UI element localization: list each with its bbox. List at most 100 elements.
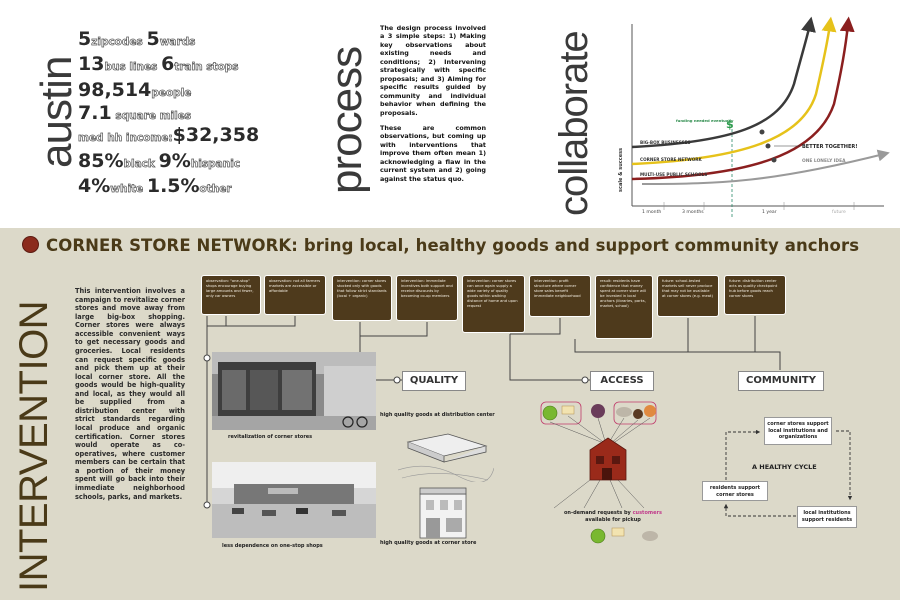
access-caption: on-demand requests by customers availabl… (564, 510, 662, 523)
junction-dot (759, 129, 765, 135)
observation-box-8: future: school-tested markets sell never… (657, 275, 719, 317)
observation-box-1: observation: "one-stop" shops encourage … (201, 275, 261, 315)
stat-label: black (123, 158, 159, 170)
stat-line: med hh income:$32,358 (78, 124, 260, 146)
stat-line: 13bus lines 6train stops (78, 55, 239, 74)
cheese-icon (611, 527, 625, 537)
process-paragraph-2: These are common observations, but comin… (380, 123, 486, 183)
community-pillar: COMMUNITY (738, 371, 824, 391)
stat-label: people (151, 87, 192, 99)
stat-label: med hh income: (78, 132, 173, 144)
connector-obs1 (207, 316, 227, 327)
quality-caption-distribution: high quality goods at distribution cente… (380, 412, 495, 418)
access-diagram (540, 401, 657, 509)
x-tick-label: 1 year (762, 209, 777, 215)
apple-icon (590, 528, 606, 544)
label-big-box: BIG-BOX BUSINESSES (640, 140, 690, 145)
y-axis-label: scale & success (618, 148, 624, 192)
x-tick-label: future (832, 209, 846, 215)
process-paragraph-1: The design process involved a 3 simple s… (380, 24, 486, 117)
node-dot (393, 376, 401, 384)
stat-label: square miles (111, 110, 192, 122)
access-pillar: ACCESS (590, 371, 654, 391)
grapes-icon (591, 404, 605, 418)
photo-caption-revitalization: revitalization of corner stores (228, 434, 313, 440)
node-dot (581, 376, 589, 384)
stat-value: 1.5% (146, 175, 200, 197)
observation-box-7: result: residents have confidence that m… (595, 275, 653, 339)
stat-value: 85% (78, 150, 124, 172)
stat-value: 9% (158, 150, 191, 172)
corner-store-house-icon (589, 437, 627, 481)
cycle-box-top: corner stores support local institutions… (764, 417, 832, 445)
process-description: The design process involved a 3 simple s… (380, 24, 486, 190)
observation-box-9: future: distribution center acts as qual… (724, 275, 786, 315)
goods-frame-right (613, 401, 657, 425)
observation-box-4: intervention: immediate incentives both … (396, 275, 458, 321)
label-corner-store: CORNER STORE NETWORK (640, 157, 703, 162)
stat-label: white (110, 183, 147, 195)
x-tick-label: 1 month (642, 209, 661, 215)
headline: CORNER STORE NETWORK: bring local, healt… (46, 236, 860, 255)
stat-label: wards (159, 36, 196, 48)
stat-value: 5 (146, 28, 160, 50)
stat-line: 7.1 square miles (78, 104, 191, 123)
observation-box-6: intervention: profit structure where cor… (529, 275, 591, 317)
x-tick-group: 1 month 3 months 1 year future (642, 202, 855, 215)
node-dot (203, 501, 211, 509)
headline-bullet-icon (22, 236, 39, 253)
series-corner-store-line (631, 16, 837, 166)
peach-icon (644, 405, 656, 417)
pickup-goods-icons (590, 527, 658, 544)
observation-box-2: observation: not all farmers markets are… (264, 275, 326, 315)
stat-label: zipcodes (91, 36, 147, 48)
cycle-center-label: A HEALTHY CYCLE (752, 463, 817, 471)
access-caption-customers: customers (632, 510, 662, 516)
cycle-arrow-bottom (723, 503, 796, 517)
x-tick-label: 3 months (682, 209, 704, 215)
stat-line: 5zipcodes 5wards (78, 28, 196, 50)
big-box-photo (212, 462, 376, 538)
stat-value: 13 (78, 53, 105, 75)
dollar-icon: $ (726, 118, 734, 131)
apple-icon (542, 405, 558, 421)
quality-caption-corner-store: high quality goods at corner store (380, 540, 477, 546)
stat-label: bus lines (104, 61, 162, 73)
top-panel (0, 0, 900, 228)
observation-box-3: intervention: corner stores stocked only… (332, 275, 392, 321)
stat-value: 6 (161, 53, 175, 75)
stat-line: 98,514people (78, 79, 192, 101)
stat-value: $32,358 (172, 124, 260, 146)
connector-obs4 (360, 322, 428, 337)
intervention-description: This intervention involves a campaign to… (75, 287, 185, 501)
corner-store-sketch (419, 487, 467, 539)
connector-to-access (509, 334, 590, 381)
quality-pillar: QUALITY (402, 371, 466, 391)
access-caption-part1: on-demand requests by (564, 510, 631, 516)
grain-icon (642, 531, 658, 541)
series-lonely-idea-line (641, 149, 890, 185)
stat-line: 85%black 9%hispanic (78, 152, 240, 171)
cycle-box-left: residents support corner stores (702, 481, 768, 501)
annotation-better-together: BETTER TOGETHER! (802, 144, 858, 150)
series-schools-line (631, 16, 855, 181)
cheese-icon (561, 405, 575, 415)
stat-value: 7.1 (78, 102, 112, 124)
goods-frame-left (540, 401, 582, 425)
stat-label: other (199, 183, 232, 195)
stat-value: 98,514 (78, 79, 152, 101)
junction-dot (765, 143, 771, 149)
cycle-arrow-left (725, 429, 761, 480)
photo-caption-one-stop: less dependence on one-stop shops (222, 543, 323, 549)
grain-icon (616, 407, 632, 417)
cycle-arrows (723, 429, 853, 517)
connector-obs2 (226, 316, 296, 327)
label-lonely-idea: ONE LONELY IDEA (802, 158, 846, 164)
stat-label: train stops (174, 61, 239, 73)
cycle-box-right: local institutions support residents (797, 506, 857, 528)
stat-value: 5 (78, 28, 92, 50)
coconut-icon (633, 409, 643, 419)
stat-label: hispanic (190, 158, 241, 170)
access-caption-part2: available for pickup (585, 516, 641, 523)
collaborate-chart: BIG-BOX BUSINESSES CORNER STORE NETWORK … (618, 16, 890, 219)
